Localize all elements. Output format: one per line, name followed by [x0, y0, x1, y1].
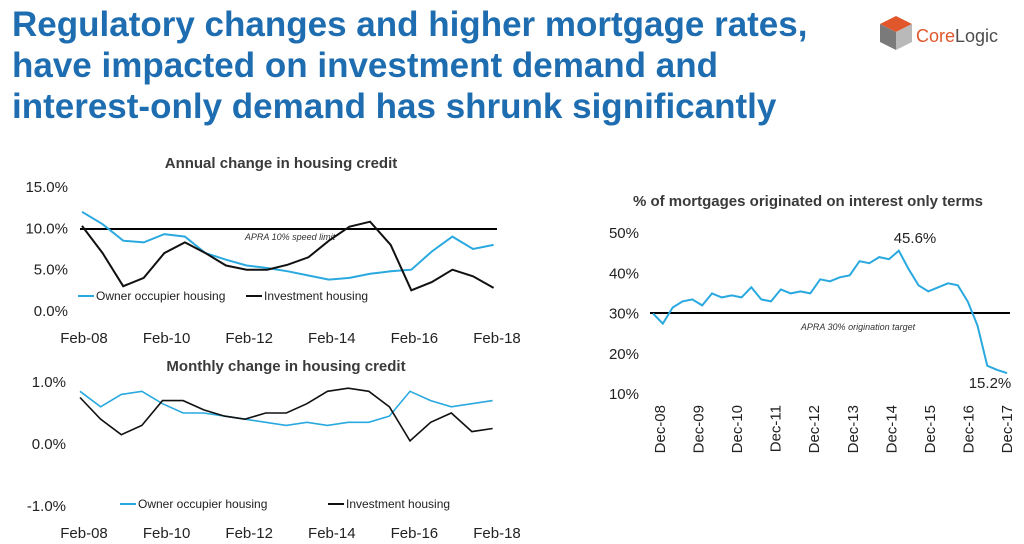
- interest-only-x-tick-label: Dec-11: [768, 405, 785, 452]
- annual-legend-investment-label: Investment housing: [264, 289, 368, 303]
- annual-x-tick-label: Feb-12: [225, 330, 273, 347]
- monthly-y-tick-label: 1.0%: [32, 374, 66, 391]
- annual-x-tick-label: Feb-08: [60, 330, 108, 347]
- monthly-chart-title: Monthly change in housing credit: [166, 358, 405, 375]
- monthly-investment-line: [79, 387, 493, 443]
- logo-text-core: Core: [916, 26, 956, 46]
- monthly-x-tick-label: Feb-14: [308, 525, 356, 542]
- annual-legend-owner-label: Owner occupier housing: [96, 289, 225, 303]
- monthly-x-tick-label: Feb-08: [60, 525, 108, 542]
- interest-only-chart-title: % of mortgages originated on interest on…: [633, 193, 983, 210]
- monthly-y-tick-label: -1.0%: [27, 498, 66, 515]
- monthly-owner-occupier-line: [79, 390, 493, 427]
- interest-only-latest-label: 15.2%: [969, 375, 1012, 392]
- interest-only-peak-label: 45.6%: [894, 230, 937, 247]
- monthly-x-tick-label: Feb-10: [143, 525, 191, 542]
- monthly-x-tick-label: Feb-16: [391, 525, 439, 542]
- logo-cube-right: [896, 24, 912, 50]
- interest-only-y-tick-label: 50%: [609, 225, 639, 242]
- interest-only-x-tick-label: Dec-12: [806, 405, 823, 453]
- interest-only-y-tick-label: 30%: [609, 306, 639, 323]
- interest-only-x-tick-label: Dec-08: [652, 405, 669, 453]
- annual-speed-limit-label: APRA 10% speed limit: [244, 232, 336, 242]
- logo-text-logic: Logic: [955, 26, 999, 46]
- annual-y-tick-label: 10.0%: [25, 220, 68, 237]
- annual-x-tick-label: Feb-10: [143, 330, 191, 347]
- annual-y-tick-label: 15.0%: [25, 179, 68, 196]
- interest-only-x-tick-label: Dec-13: [845, 405, 862, 453]
- headline: Regulatory changes and higher mortgage r…: [12, 4, 872, 127]
- corelogic-cube-icon: [880, 16, 912, 50]
- interest-only-y-tick-label: 40%: [609, 265, 639, 282]
- interest-only-target-label: APRA 30% origination target: [800, 322, 916, 332]
- interest-only-x-tick-label: Dec-14: [883, 405, 900, 453]
- monthly-x-tick-label: Feb-18: [473, 525, 521, 542]
- annual-x-tick-label: Feb-18: [473, 330, 521, 347]
- monthly-legend-investment-label: Investment housing: [346, 497, 450, 511]
- interest-only-x-tick-label: Dec-09: [691, 405, 708, 453]
- headline-line-3: interest-only demand has shrunk signific…: [12, 87, 777, 126]
- headline-line-1: Regulatory changes and higher mortgage r…: [12, 5, 808, 44]
- annual-y-tick-label: 5.0%: [34, 262, 68, 279]
- interest-only-x-tick-label: Dec-16: [960, 405, 977, 453]
- interest-only-x-tick-label: Dec-17: [999, 405, 1016, 453]
- annual-x-tick-label: Feb-14: [308, 330, 356, 347]
- monthly-y-tick-label: 0.0%: [32, 436, 66, 453]
- logo-cube-left: [880, 24, 896, 50]
- interest-only-y-tick-label: 10%: [609, 386, 639, 403]
- interest-only-y-tick-label: 20%: [609, 346, 639, 363]
- interest-only-x-tick-label: Dec-15: [922, 405, 939, 453]
- interest-only-x-tick-label: Dec-10: [729, 405, 746, 453]
- annual-investment-line: [81, 220, 495, 292]
- logo-wordmark: CoreLogic: [916, 26, 998, 47]
- annual-y-tick-label: 0.0%: [34, 303, 68, 320]
- interest-only-share-line: [652, 249, 1008, 375]
- monthly-x-tick-label: Feb-12: [225, 525, 273, 542]
- annual-chart-title: Annual change in housing credit: [165, 155, 398, 172]
- headline-line-2: have impacted on investment demand and: [12, 46, 718, 85]
- monthly-legend-owner-label: Owner occupier housing: [138, 497, 267, 511]
- annual-owner-occupier-line: [81, 210, 494, 281]
- annual-x-tick-label: Feb-16: [391, 330, 439, 347]
